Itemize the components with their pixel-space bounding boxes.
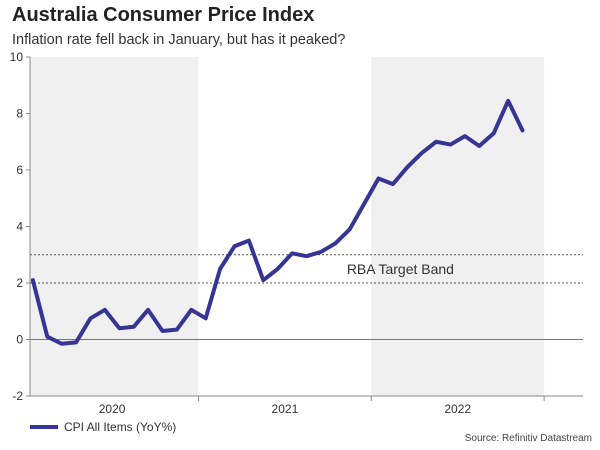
y-tick-label-8: 8 [16,107,23,121]
legend: CPI All Items (YoY%) [30,420,176,434]
y-tick-label-6: 6 [16,163,23,177]
shaded-band-1 [371,57,545,396]
x-label-2022: 2022 [444,402,471,416]
source-note: Source: Refinitiv Datastream [464,433,592,444]
series-line-cpi [30,98,525,346]
x-label-2020: 2020 [99,402,126,416]
x-label-2021: 2021 [272,402,299,416]
chart-subtitle: Inflation rate fell back in January, but… [12,32,346,48]
y-tick-label-10: 10 [10,50,24,64]
y-tick-label-0: 0 [16,333,23,347]
shaded-band-0 [30,57,199,396]
legend-label: CPI All Items (YoY%) [64,420,177,434]
chart-title: Australia Consumer Price Index [12,4,315,26]
y-tick-label--2: -2 [12,389,23,403]
y-tick-label-2: 2 [16,276,23,290]
legend-swatch [30,425,58,429]
rba-target-band-label: RBA Target Band [347,261,454,277]
y-tick-label-4: 4 [16,220,23,234]
